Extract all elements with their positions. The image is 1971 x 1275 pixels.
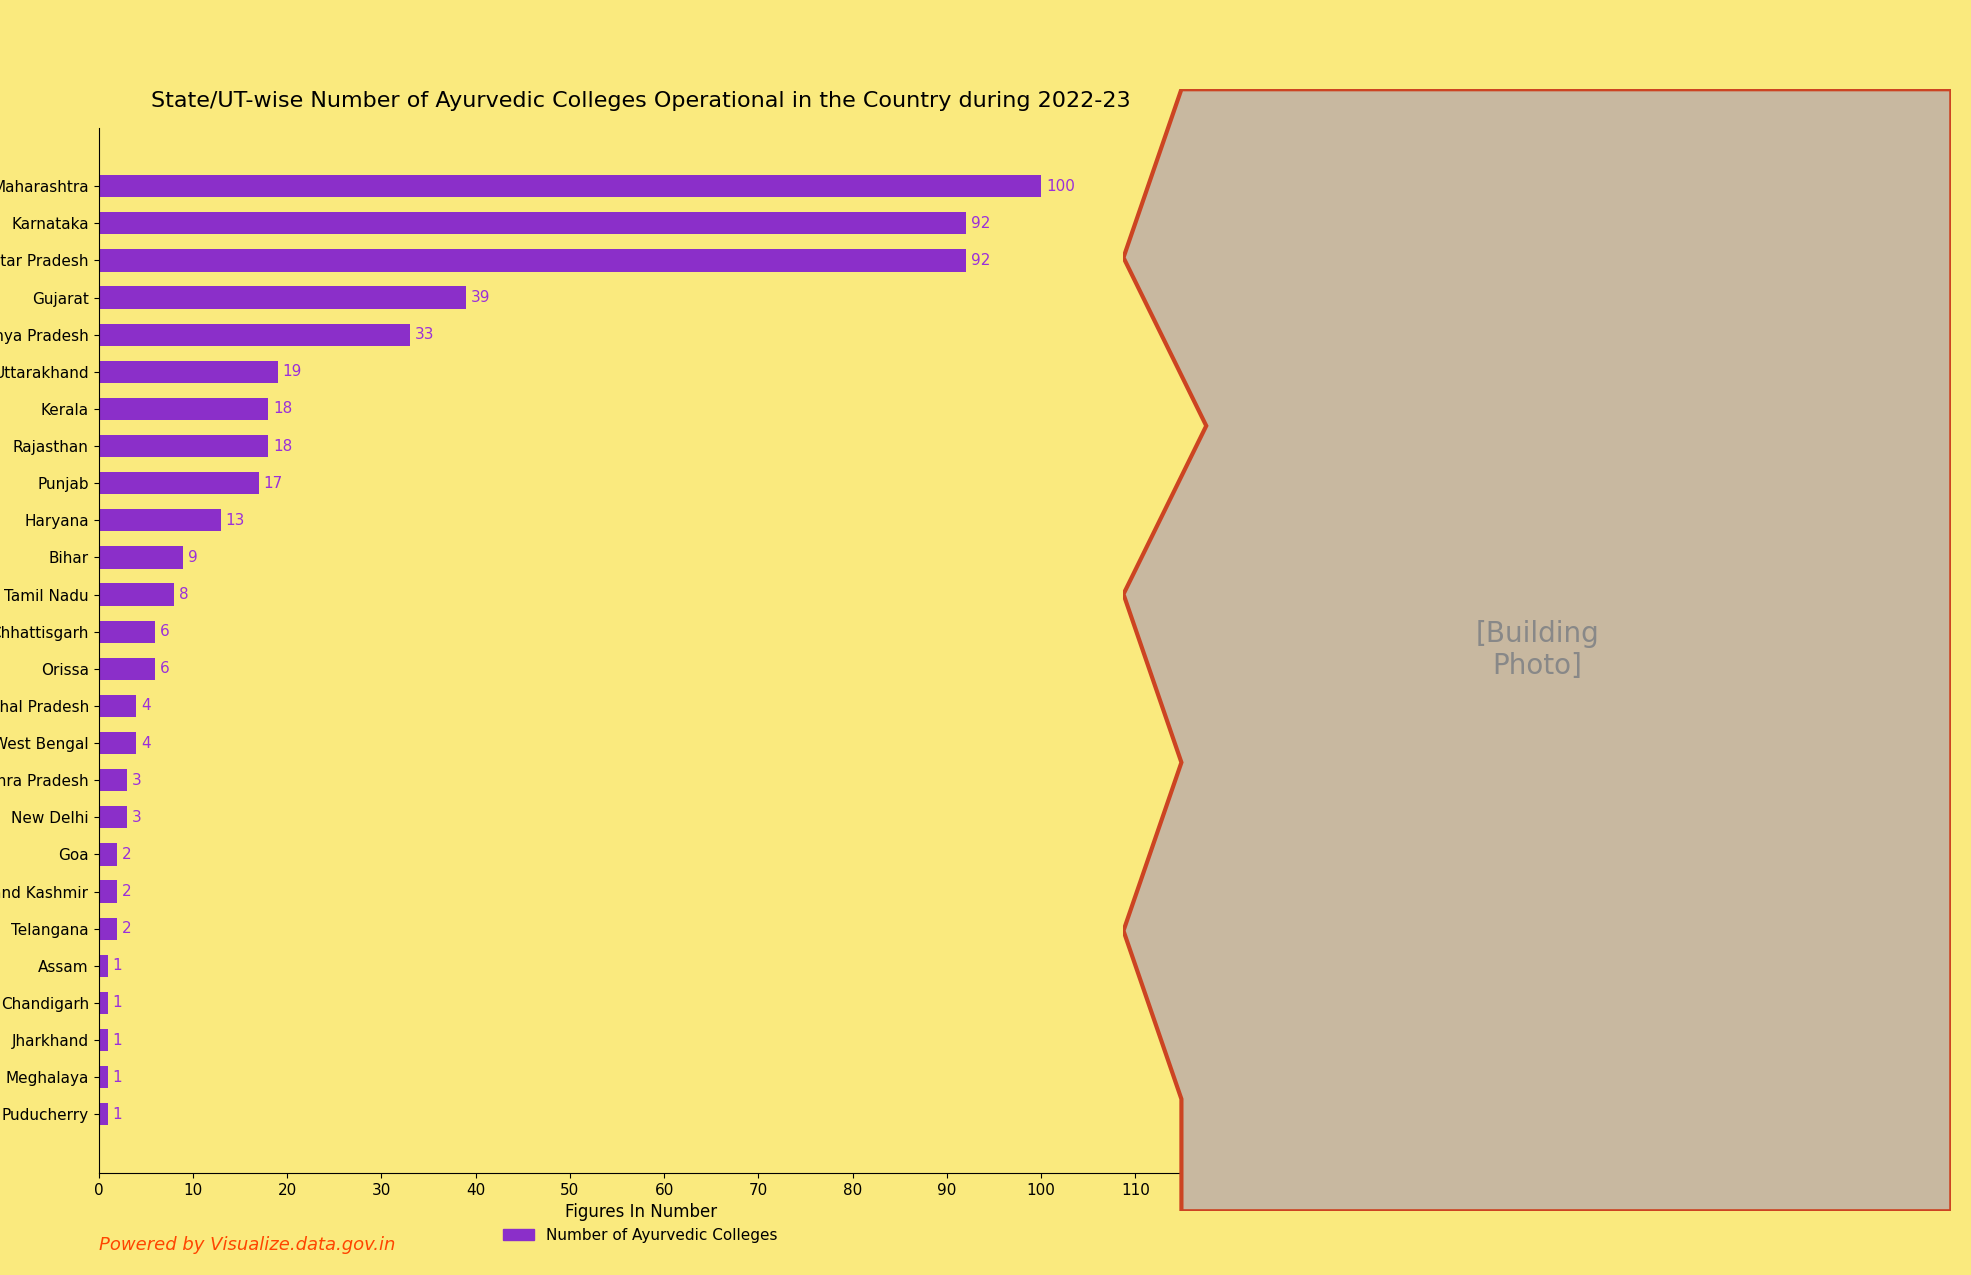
Text: [Building
Photo]: [Building Photo] (1476, 620, 1598, 681)
Text: Powered by Visualize.data.gov.in: Powered by Visualize.data.gov.in (99, 1235, 394, 1253)
Bar (99, 1029, 108, 1051)
Text: 19: 19 (282, 365, 302, 379)
Text: 13: 13 (227, 513, 244, 528)
Bar (99, 881, 118, 903)
Bar (99, 1103, 108, 1126)
Text: 1: 1 (112, 1070, 122, 1085)
Bar (99, 806, 126, 829)
Bar (99, 658, 156, 680)
Text: 2: 2 (122, 847, 132, 862)
Text: 17: 17 (264, 476, 282, 491)
Bar (99, 212, 966, 235)
Bar (99, 546, 183, 569)
Text: 92: 92 (970, 215, 989, 231)
Bar (99, 361, 278, 382)
Text: 9: 9 (187, 550, 197, 565)
Bar (99, 250, 966, 272)
Text: 1: 1 (112, 996, 122, 1011)
Text: 6: 6 (160, 662, 170, 676)
Text: 39: 39 (471, 289, 491, 305)
Bar (99, 398, 268, 419)
Bar (99, 287, 467, 309)
Bar (99, 769, 126, 792)
Bar (99, 584, 173, 606)
Text: 33: 33 (414, 328, 434, 342)
Text: 8: 8 (179, 586, 189, 602)
Bar (99, 732, 136, 755)
Text: 2: 2 (122, 884, 132, 899)
Text: 100: 100 (1047, 179, 1074, 194)
Bar (99, 435, 268, 458)
Text: 3: 3 (132, 810, 142, 825)
Bar (99, 175, 1041, 198)
Bar (99, 472, 258, 495)
Bar (99, 324, 410, 346)
Bar (99, 992, 108, 1014)
Text: 1: 1 (112, 1033, 122, 1048)
Title: State/UT-wise Number of Ayurvedic Colleges Operational in the Country during 202: State/UT-wise Number of Ayurvedic Colleg… (150, 91, 1131, 111)
Text: 2: 2 (122, 922, 132, 936)
Text: 1: 1 (112, 1107, 122, 1122)
Bar (99, 843, 118, 866)
Bar (99, 1066, 108, 1089)
Bar (99, 955, 108, 977)
Text: 4: 4 (142, 736, 150, 751)
Text: 6: 6 (160, 625, 170, 639)
Text: 18: 18 (272, 439, 292, 454)
Polygon shape (1123, 89, 1951, 1211)
Text: 92: 92 (970, 252, 989, 268)
Bar (99, 918, 118, 940)
Text: 18: 18 (272, 402, 292, 417)
Bar (99, 695, 136, 717)
Legend: Number of Ayurvedic Colleges: Number of Ayurvedic Colleges (497, 1221, 784, 1250)
Text: 1: 1 (112, 959, 122, 973)
Text: 4: 4 (142, 699, 150, 714)
X-axis label: Figures In Number: Figures In Number (564, 1204, 717, 1221)
Bar (99, 509, 221, 532)
Bar (99, 621, 156, 643)
Text: 3: 3 (132, 773, 142, 788)
